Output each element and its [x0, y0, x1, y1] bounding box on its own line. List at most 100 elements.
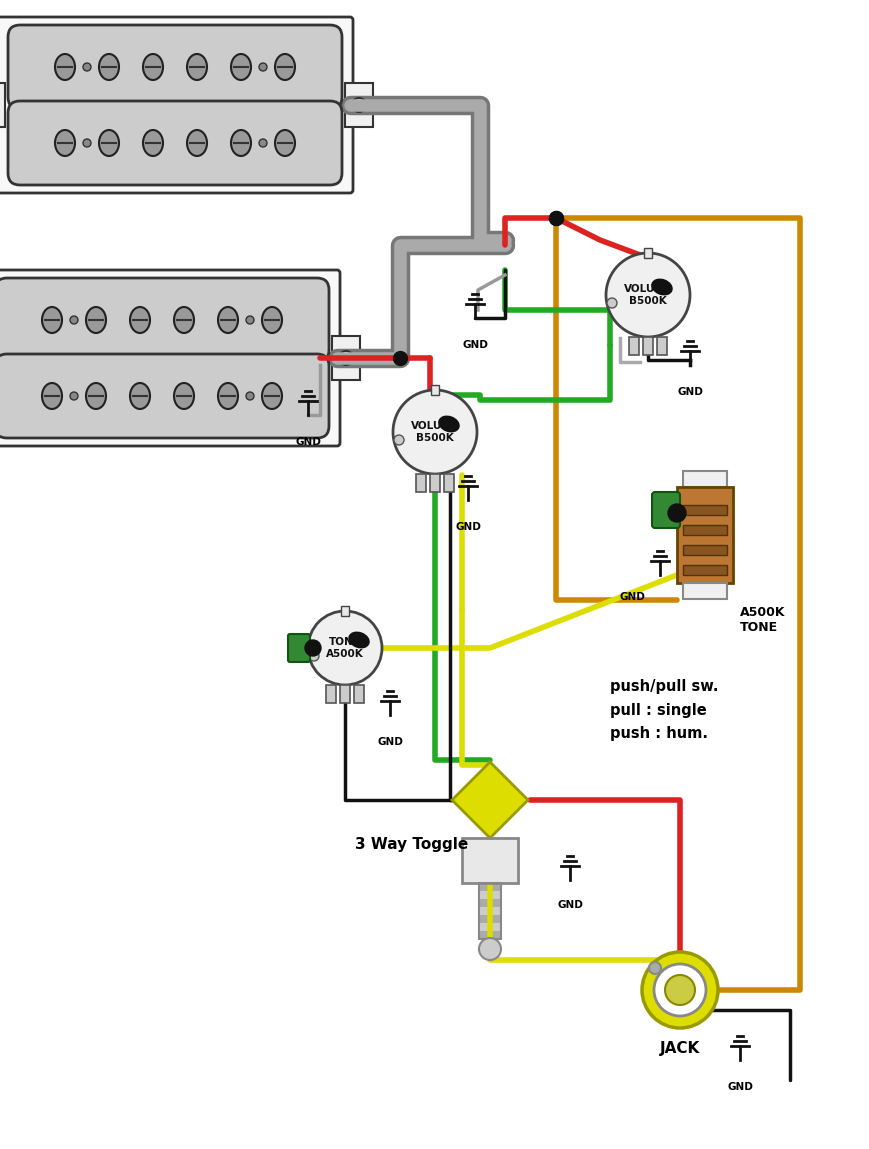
Bar: [628, 337, 638, 355]
Circle shape: [479, 938, 501, 961]
Ellipse shape: [42, 307, 62, 333]
Ellipse shape: [187, 54, 207, 80]
Circle shape: [83, 139, 91, 147]
Circle shape: [246, 316, 254, 324]
Circle shape: [83, 63, 91, 71]
Bar: [682, 506, 726, 515]
Bar: [415, 475, 426, 492]
Bar: [479, 931, 501, 939]
Ellipse shape: [439, 417, 458, 431]
Bar: [461, 838, 517, 882]
Ellipse shape: [143, 54, 163, 80]
Bar: [326, 685, 335, 703]
Text: GND: GND: [556, 900, 582, 910]
Bar: [429, 475, 440, 492]
FancyBboxPatch shape: [0, 278, 328, 362]
Circle shape: [339, 350, 353, 365]
Bar: [682, 583, 726, 599]
Ellipse shape: [275, 130, 295, 156]
Circle shape: [246, 392, 254, 400]
Ellipse shape: [86, 307, 106, 333]
Text: GND: GND: [454, 522, 481, 532]
Circle shape: [393, 390, 476, 475]
Text: VOLUME
B500K: VOLUME B500K: [410, 421, 459, 444]
Bar: [676, 487, 733, 583]
FancyBboxPatch shape: [8, 25, 342, 109]
Ellipse shape: [55, 130, 75, 156]
Circle shape: [667, 504, 686, 522]
Ellipse shape: [275, 54, 295, 80]
Ellipse shape: [262, 307, 282, 333]
Text: VOLUME
B500K: VOLUME B500K: [623, 284, 672, 306]
Ellipse shape: [174, 383, 194, 409]
Circle shape: [308, 651, 319, 661]
Bar: [682, 545, 726, 555]
FancyBboxPatch shape: [0, 354, 328, 438]
Text: 3 Way Toggle: 3 Way Toggle: [355, 838, 468, 853]
Bar: [354, 685, 363, 703]
Ellipse shape: [129, 383, 149, 409]
FancyBboxPatch shape: [651, 492, 680, 529]
FancyBboxPatch shape: [288, 634, 309, 662]
FancyBboxPatch shape: [0, 17, 353, 193]
Text: GND: GND: [619, 592, 644, 602]
Text: GND: GND: [295, 437, 321, 447]
Bar: [0, 83, 5, 128]
Ellipse shape: [129, 307, 149, 333]
Circle shape: [648, 962, 660, 974]
Bar: [682, 565, 726, 574]
Text: GND: GND: [726, 1082, 752, 1092]
FancyBboxPatch shape: [8, 101, 342, 185]
Text: TONE
A500K: TONE A500K: [326, 637, 363, 660]
Ellipse shape: [231, 130, 251, 156]
Circle shape: [664, 976, 694, 1005]
Polygon shape: [452, 762, 527, 838]
Bar: [430, 385, 439, 395]
Ellipse shape: [187, 130, 207, 156]
Ellipse shape: [143, 130, 163, 156]
Circle shape: [653, 964, 705, 1016]
Text: JACK: JACK: [659, 1041, 700, 1056]
Ellipse shape: [262, 383, 282, 409]
Circle shape: [259, 139, 267, 147]
FancyBboxPatch shape: [0, 270, 340, 446]
Bar: [479, 915, 501, 923]
Circle shape: [352, 98, 366, 111]
Ellipse shape: [348, 633, 368, 647]
Bar: [479, 899, 501, 907]
Ellipse shape: [99, 130, 119, 156]
Text: GND: GND: [376, 737, 402, 747]
Ellipse shape: [86, 383, 106, 409]
Ellipse shape: [55, 54, 75, 80]
Circle shape: [641, 953, 717, 1028]
Text: GND: GND: [676, 387, 702, 398]
Bar: [340, 685, 349, 703]
Ellipse shape: [99, 54, 119, 80]
Ellipse shape: [652, 279, 671, 294]
Bar: [479, 882, 501, 890]
Bar: [479, 907, 501, 915]
Circle shape: [259, 63, 267, 71]
Text: A500K
TONE: A500K TONE: [740, 606, 785, 634]
Bar: [479, 890, 501, 899]
Circle shape: [607, 298, 616, 308]
Circle shape: [308, 611, 381, 685]
Bar: [443, 475, 454, 492]
Bar: [643, 248, 651, 259]
Bar: [656, 337, 667, 355]
Ellipse shape: [218, 307, 238, 333]
Bar: [345, 83, 373, 128]
Ellipse shape: [231, 54, 251, 80]
Bar: [682, 525, 726, 535]
Bar: [642, 337, 653, 355]
Bar: [479, 882, 501, 939]
Bar: [341, 606, 348, 616]
Ellipse shape: [42, 383, 62, 409]
Circle shape: [70, 392, 78, 400]
Bar: [332, 336, 360, 380]
Ellipse shape: [218, 383, 238, 409]
Ellipse shape: [174, 307, 194, 333]
Circle shape: [606, 253, 689, 337]
Bar: [479, 923, 501, 931]
Circle shape: [305, 640, 321, 656]
